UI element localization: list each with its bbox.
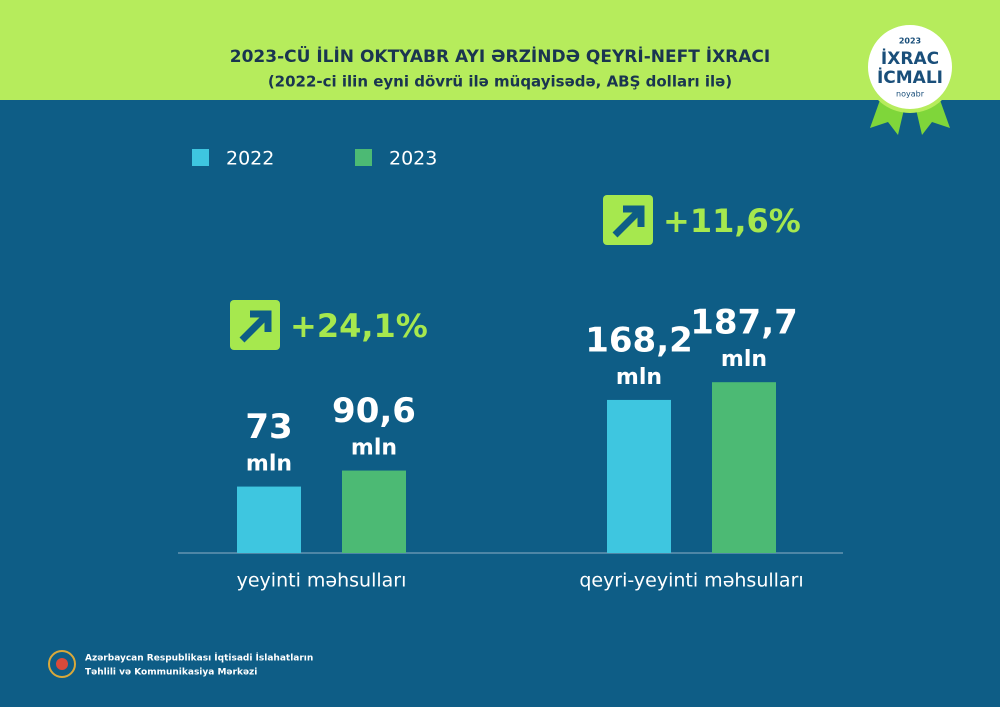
footer-text: Azərbaycan Respublikası İqtisadi İslahat… xyxy=(85,653,313,664)
header-band xyxy=(0,0,1000,100)
bar xyxy=(237,486,301,553)
arrow xyxy=(612,205,645,238)
bar xyxy=(712,382,776,553)
footer-text: Təhlili və Kommunikasiya Mərkəzi xyxy=(85,668,257,678)
bar xyxy=(607,399,671,553)
legend-label: 2023 xyxy=(389,148,437,170)
emblem xyxy=(56,658,68,670)
value-unit: mln xyxy=(721,347,767,372)
change-label: +24,1% xyxy=(290,307,428,345)
value-label: 90,6 xyxy=(332,391,416,431)
subtitle: (2022-ci ilin eyni dövrü ilə müqayisədə,… xyxy=(268,73,732,91)
value-label: 73 xyxy=(245,407,292,447)
value-label: 168,2 xyxy=(585,320,693,360)
legend-label: 2022 xyxy=(226,148,274,170)
value-label: 187,7 xyxy=(690,303,798,343)
badge-month: noyabr xyxy=(896,90,925,99)
badge-circle xyxy=(864,21,956,113)
bar xyxy=(342,470,406,553)
footer: Azərbaycan Respublikası İqtisadi İslahat… xyxy=(48,650,313,678)
legend-swatch xyxy=(192,149,209,166)
value-unit: mln xyxy=(616,365,662,390)
legend-swatch xyxy=(355,149,372,166)
value-unit: mln xyxy=(246,452,292,477)
emblem xyxy=(48,650,76,678)
badge-line: İCMALI xyxy=(877,66,943,88)
badge-year: 2023 xyxy=(899,37,921,46)
badge-line: İXRAC xyxy=(881,47,939,69)
category-label: yeyinti məhsulları xyxy=(237,570,407,592)
badge: 2023 İXRAC İCMALI noyabr xyxy=(864,21,956,135)
change-label: +11,6% xyxy=(663,202,801,240)
arrow xyxy=(239,310,272,343)
value-unit: mln xyxy=(351,436,397,461)
category-label: qeyri-yeyinti məhsulları xyxy=(579,570,803,592)
title: 2023-CÜ İLİN OKTYABR AYI ƏRZİNDƏ QEYRİ-N… xyxy=(230,45,770,67)
